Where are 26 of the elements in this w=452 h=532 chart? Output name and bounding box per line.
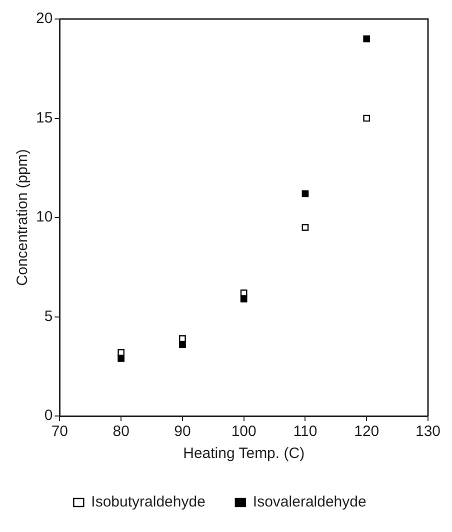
y-tick-label: 20 [36,10,53,28]
y-axis-title: Concentration (ppm) [14,149,32,286]
point [118,349,124,356]
point [179,335,186,342]
x-tick-label: 90 [174,423,191,440]
point [302,224,309,231]
x-axis-title: Heating Temp. (C) [183,445,305,462]
y-tick-label: 5 [44,308,53,325]
point [118,355,124,362]
x-tick-label: 80 [112,423,130,440]
point [179,341,186,348]
point [363,35,370,42]
legend-label: Isobutyraldehyde [91,494,206,511]
x-tick-label: 130 [415,423,441,440]
point [302,190,309,198]
y-tick-label: 0 [44,407,53,424]
x-tick-label: 110 [293,423,318,440]
x-tick-label: 70 [51,423,68,440]
legend-label: Isovaleraldehyde [252,494,366,511]
point [240,295,248,302]
x-tick-label: 120 [354,423,380,440]
y-tick-label: 15 [36,109,53,126]
point [363,114,370,122]
x-tick-label: 100 [231,423,256,440]
point [240,290,248,296]
y-tick-label: 10 [36,208,53,226]
